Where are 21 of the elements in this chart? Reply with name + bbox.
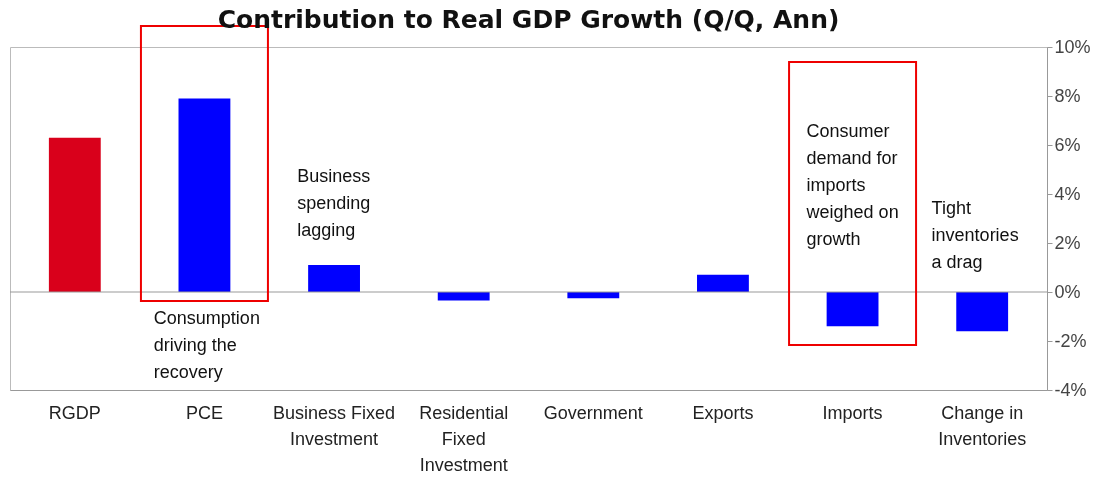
- y-tick-label: -2%: [1054, 330, 1087, 351]
- x-tick-label: Imports: [822, 402, 883, 423]
- annotation: Consumption driving the recovery: [153, 308, 260, 382]
- y-tick-label: 2%: [1054, 232, 1081, 253]
- annotation: Tight inventories a drag: [931, 198, 1019, 272]
- annotation: Business spending lagging: [297, 166, 371, 240]
- x-tick-label: PCE: [185, 402, 223, 423]
- x-tick-label: Government: [543, 402, 643, 423]
- y-tick-label: 0%: [1054, 281, 1081, 302]
- x-tick-label: RGDP: [48, 402, 101, 423]
- chart-title: Contribution to Real GDP Growth (Q/Q, Ann): [217, 5, 840, 34]
- y-tick-label: 4%: [1054, 183, 1081, 204]
- annotation: Consumer demand for imports weighed on growth: [805, 121, 899, 249]
- x-tick-label: Exports: [692, 402, 754, 423]
- y-tick-label: 8%: [1054, 85, 1081, 106]
- y-tick-label: 10%: [1054, 36, 1091, 57]
- x-tick-label: Business Fixed Investment: [273, 402, 396, 449]
- y-tick-label: -4%: [1054, 379, 1087, 400]
- x-tick-label: Change in Inventories: [938, 402, 1027, 449]
- y-tick-label: 6%: [1054, 134, 1081, 155]
- x-tick-label: Residential Fixed Investment: [419, 402, 509, 475]
